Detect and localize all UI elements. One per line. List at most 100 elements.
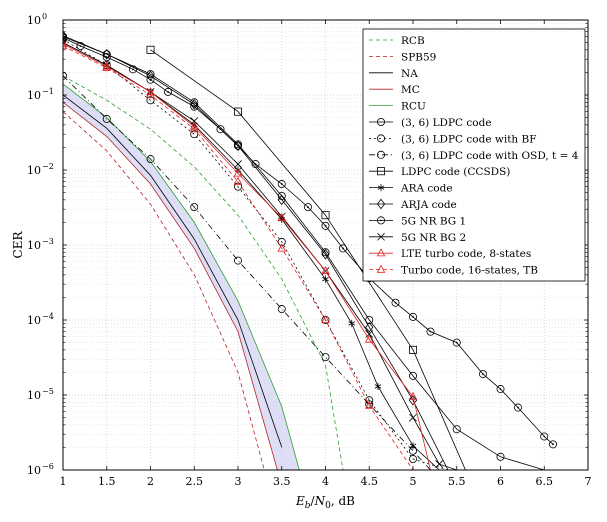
y-tick-exponent: −6	[42, 462, 54, 471]
data-point-dot	[552, 443, 554, 446]
legend-label: 5G NR BG 1	[401, 215, 466, 227]
series-8	[146, 45, 466, 470]
series-line	[63, 39, 449, 470]
data-point	[374, 382, 382, 391]
data-point	[190, 203, 199, 212]
legend-entry: LTE turbo code, 8-states	[369, 248, 531, 260]
legend-label: SPB59	[401, 51, 436, 63]
data-point-dot	[324, 224, 327, 227]
data-point	[277, 237, 286, 246]
data-point-ring	[233, 141, 242, 150]
legend-marker	[376, 118, 385, 127]
data-point	[452, 425, 461, 434]
data-point-dot	[517, 406, 519, 409]
series-line	[63, 35, 449, 470]
series-line	[63, 111, 265, 470]
data-point	[146, 96, 155, 105]
series-line	[63, 43, 431, 470]
data-point	[338, 244, 347, 253]
legend-entry: 5G NR BG 1	[369, 215, 466, 227]
data-point	[408, 371, 417, 380]
data-point-ring	[514, 403, 523, 412]
legend-label: (3, 6) LDPC code	[401, 117, 492, 129]
data-point-dot	[482, 373, 484, 375]
series-line	[63, 94, 283, 448]
x-tick-label: 4	[322, 475, 329, 488]
series-14	[63, 41, 431, 470]
legend-label: RCB	[401, 35, 425, 47]
x-tick-label: 2.5	[186, 475, 204, 488]
data-point	[190, 99, 199, 110]
series-13	[63, 38, 431, 470]
series-11	[63, 33, 558, 449]
data-point-dot	[429, 330, 432, 333]
data-point	[190, 102, 199, 111]
data-point	[63, 30, 68, 41]
data-point	[435, 460, 444, 468]
y-tick-exponent: 0	[42, 12, 47, 21]
data-point	[408, 345, 417, 354]
data-point	[303, 203, 312, 212]
legend-label: MC	[401, 84, 420, 96]
series-0	[63, 75, 344, 470]
data-point	[190, 130, 199, 139]
data-point	[277, 212, 287, 221]
data-point-ring	[338, 244, 347, 253]
data-point-ring	[540, 432, 549, 441]
data-point-ring	[251, 160, 260, 169]
data-point-dot	[193, 105, 196, 108]
y-tick-label: 10	[27, 14, 41, 27]
data-point	[251, 160, 260, 169]
data-point	[496, 385, 505, 394]
data-point-ring	[478, 370, 487, 379]
x-tick-label: 1.5	[98, 475, 116, 488]
x-tick-label: 6.5	[536, 475, 554, 488]
y-tick-label: 10	[27, 89, 41, 102]
series-2	[63, 94, 283, 448]
legend-marker	[376, 167, 385, 176]
series-10	[63, 30, 449, 470]
legend-entry: ARA code	[369, 183, 453, 195]
legend-entry: SPB59	[369, 51, 436, 63]
data-point	[233, 168, 243, 177]
legend-entry: RCB	[369, 35, 425, 47]
x-tick-label: 3.5	[273, 475, 291, 488]
legend-marker	[376, 150, 385, 159]
data-point	[391, 298, 400, 307]
y-tick-exponent: −3	[42, 237, 54, 246]
x-tick-label: 7	[585, 475, 592, 488]
legend-label: (3, 6) LDPC code with OSD, t = 4	[401, 150, 579, 162]
series-line	[63, 75, 431, 470]
data-point-ring	[128, 65, 137, 74]
series-line	[63, 36, 545, 470]
data-point	[364, 400, 374, 409]
data-point-dot	[307, 206, 309, 209]
data-point	[189, 124, 199, 133]
data-point	[365, 315, 374, 324]
data-point-dot	[455, 341, 458, 344]
data-point-ring	[426, 327, 435, 336]
data-point	[190, 117, 199, 125]
data-point-ring	[277, 180, 286, 189]
data-point-dot	[149, 78, 152, 81]
legend-label: RCU	[401, 101, 426, 113]
data-point	[128, 65, 137, 74]
data-point	[478, 370, 487, 379]
data-point	[277, 180, 286, 189]
legend: RCB SPB59 NA MC RCU (3, 6) LDPC code (3, 6) LD…	[362, 28, 586, 282]
data-point	[321, 353, 330, 362]
data-point	[496, 452, 505, 461]
x-tick-label: 3	[235, 475, 242, 488]
data-point-ring	[190, 102, 199, 111]
legend-entry: MC	[369, 84, 420, 96]
data-point	[163, 87, 172, 96]
data-point	[514, 403, 523, 412]
data-point-dot	[412, 315, 414, 318]
data-point	[233, 107, 242, 116]
data-point	[409, 413, 417, 422]
data-point-ring	[496, 385, 505, 394]
series-line	[63, 83, 300, 470]
data-point-ring	[391, 298, 400, 307]
legend-box	[362, 28, 586, 282]
